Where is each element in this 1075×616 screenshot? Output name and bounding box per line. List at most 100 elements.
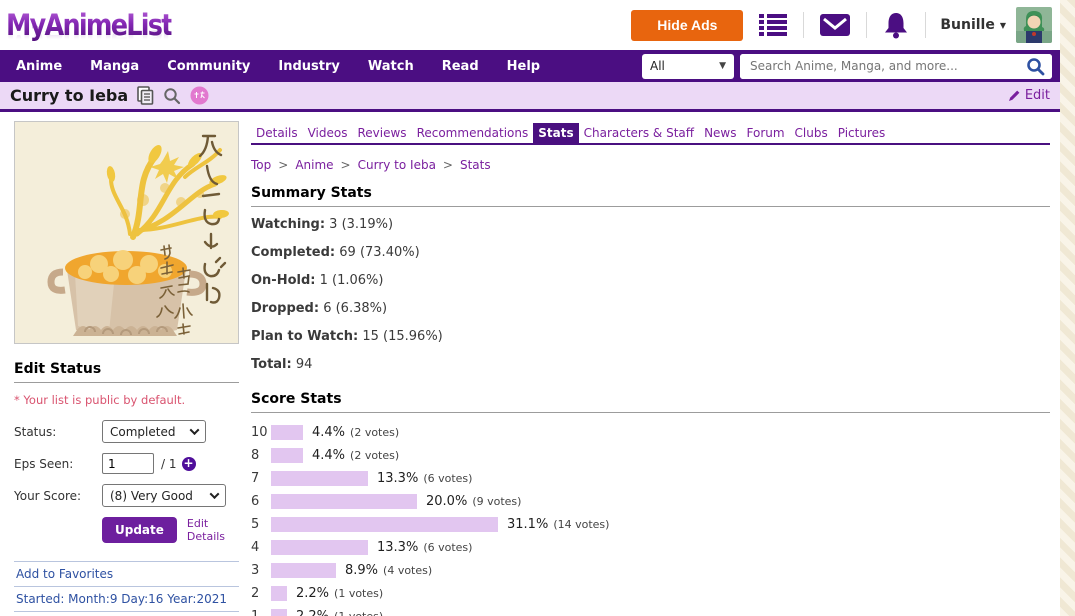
nav-item-community[interactable]: Community	[167, 58, 251, 74]
stat-value: 1 (1.06%)	[315, 272, 384, 288]
nav-item-help[interactable]: Help	[506, 58, 541, 74]
tab-characters-staff[interactable]: Characters & Staff	[583, 126, 695, 140]
stat-value: 69 (73.40%)	[335, 244, 420, 260]
score-votes: (14 votes)	[553, 517, 610, 531]
score-percent: 13.3%	[377, 539, 419, 555]
nav-item-watch[interactable]: Watch	[367, 58, 414, 74]
nav-item-read[interactable]: Read	[441, 58, 479, 74]
myanimelist-logo[interactable]: MyAnimeList	[6, 8, 173, 42]
main-nav: Anime Manga Community Industry Watch Read Help…	[0, 50, 1060, 82]
breadcrumb-stats[interactable]: Stats	[459, 158, 491, 172]
nav-search: All ▼	[642, 53, 1052, 79]
score-bar	[271, 424, 303, 440]
score-stats-heading: Score Stats	[251, 391, 1050, 413]
score-value-label: 7	[251, 470, 260, 486]
score-bar	[271, 470, 368, 486]
public-note: * Your list is public by default.	[14, 393, 186, 407]
breadcrumb-top[interactable]: Top	[251, 158, 272, 172]
your-score-select[interactable]: (8) Very Good	[102, 484, 226, 507]
tab-recommendations[interactable]: Recommendations	[416, 126, 529, 140]
edit-status-section: Edit Status * Your list is public by def…	[14, 361, 239, 543]
cover-image[interactable]	[14, 121, 239, 344]
main: Details Videos Reviews Recommendations Stats…	[251, 121, 1050, 616]
your-score-row: Your Score: (8) Very Good	[14, 484, 239, 507]
avatar[interactable]	[1016, 7, 1052, 43]
score-bar	[271, 539, 368, 555]
breadcrumb-separator: >	[278, 158, 289, 172]
username-menu[interactable]: Bunille ▼	[940, 17, 1006, 33]
list-icon[interactable]	[759, 13, 788, 37]
japanese-badge-icon[interactable]	[190, 86, 209, 105]
chevron-down-icon	[209, 489, 220, 500]
tab-news[interactable]: News	[704, 126, 737, 140]
search-category-select[interactable]: All ▼	[642, 53, 734, 79]
nav-item-anime[interactable]: Anime	[16, 58, 63, 74]
score-votes: (4 votes)	[383, 563, 433, 577]
tab-stats[interactable]: Stats	[533, 123, 579, 143]
status-select[interactable]: Completed	[102, 420, 206, 443]
score-votes: (9 votes)	[472, 494, 522, 508]
your-score-value: (8) Very Good	[110, 488, 193, 503]
search-box	[740, 53, 1052, 79]
score-bar	[271, 447, 303, 463]
nav-item-manga[interactable]: Manga	[90, 58, 140, 74]
score-value-label: 1	[251, 608, 260, 616]
sidebar-link-started-month-9-day-16-year-2021[interactable]: Started: Month:9 Day:16 Year:2021	[14, 586, 239, 611]
chevron-down-icon: ▼	[719, 61, 726, 71]
nav-item-industry[interactable]: Industry	[278, 58, 340, 74]
update-button[interactable]: Update	[102, 517, 177, 543]
search-button[interactable]	[1018, 53, 1052, 79]
score-row-10: 10 4.4% (2 votes)	[251, 424, 1050, 440]
search-icon[interactable]	[163, 87, 181, 105]
score-row-6: 6 20.0% (9 votes)	[251, 493, 1050, 509]
tab-clubs[interactable]: Clubs	[794, 126, 828, 140]
content: Edit Status * Your list is public by def…	[0, 112, 1060, 616]
your-score-label: Your Score:	[14, 488, 82, 503]
chevron-down-icon	[189, 425, 200, 436]
score-stats-chart: 10 4.4% (2 votes) 8 4.4% (2 votes) 7 13.3% (6 vo…	[251, 413, 1050, 616]
score-votes: (1 votes)	[334, 586, 384, 600]
score-votes: (6 votes)	[423, 540, 473, 554]
sidebar-link-finished-month-9-day-16-year-202[interactable]: Finished: Month:9 Day:16 Year:2021	[14, 611, 239, 616]
breadcrumb-anime[interactable]: Anime	[295, 158, 334, 172]
tab-pictures[interactable]: Pictures	[837, 126, 886, 140]
stat-value: 6 (6.38%)	[319, 300, 388, 316]
score-value-label: 2	[251, 585, 260, 601]
score-percent: 20.0%	[426, 493, 468, 509]
mail-icon[interactable]	[820, 14, 851, 36]
score-row-7: 7 13.3% (6 votes)	[251, 470, 1050, 486]
score-value-label: 4	[251, 539, 260, 555]
tab-reviews[interactable]: Reviews	[357, 126, 407, 140]
breadcrumb-curry-to-ieba[interactable]: Curry to Ieba	[357, 158, 436, 172]
plus-episode-icon[interactable]: +	[181, 455, 196, 471]
stat-value: 94	[291, 356, 313, 372]
search-input[interactable]	[740, 53, 1018, 79]
bell-icon[interactable]	[883, 12, 909, 39]
score-percent: 13.3%	[377, 470, 419, 486]
score-percent: 4.4%	[312, 424, 346, 440]
hide-ads-button[interactable]: Hide Ads	[631, 9, 744, 41]
tab-forum[interactable]: Forum	[746, 126, 785, 140]
tab-videos[interactable]: Videos	[307, 126, 348, 140]
edit-link[interactable]: Edit	[1008, 88, 1050, 103]
nav-menu: Anime Manga Community Industry Watch Read Help	[2, 59, 554, 74]
sidebar-link-add-to-favorites[interactable]: Add to Favorites	[14, 561, 239, 586]
score-percent: 31.1%	[507, 516, 549, 532]
summary-stats: Watching: 3 (3.19%) Completed: 69 (73.40%…	[251, 207, 1050, 378]
top-header: MyAnimeList Hide Ads	[0, 0, 1060, 50]
score-value-label: 5	[251, 516, 260, 532]
breadcrumb-separator: >	[340, 158, 351, 172]
edit-details-link[interactable]: Edit Details	[186, 517, 226, 543]
document-icon[interactable]	[137, 86, 154, 105]
score-row-1: 1 2.2% (1 votes)	[251, 608, 1050, 616]
eps-seen-input[interactable]	[102, 453, 154, 474]
stat-value: 3 (3.19%)	[325, 216, 394, 232]
summary-stat-row-total: Total: 94	[251, 350, 1050, 378]
pencil-icon	[1008, 90, 1020, 101]
score-value-label: 8	[251, 447, 260, 463]
score-row-2: 2 2.2% (1 votes)	[251, 585, 1050, 601]
score-percent: 2.2%	[296, 608, 330, 616]
tab-details[interactable]: Details	[256, 126, 298, 140]
search-category-value: All	[650, 59, 665, 73]
